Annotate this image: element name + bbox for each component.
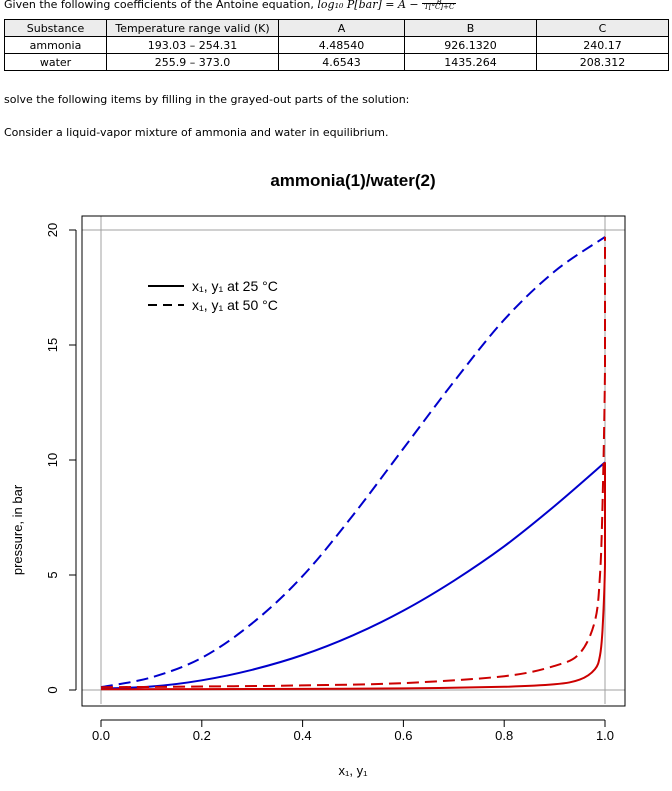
data-curves <box>100 236 607 691</box>
intro-line: Given the following coefficients of the … <box>4 0 457 11</box>
y-tick-label: 15 <box>45 338 60 352</box>
legend-label: x₁, y₁ at 50 °C <box>192 297 278 313</box>
equation-numerator: B <box>422 0 457 4</box>
equation-lhs: log₁₀ P[bar] = A − <box>317 0 419 11</box>
col-header-a: A <box>278 19 405 37</box>
x-axis-label: x₁, y₁ <box>339 763 369 778</box>
equation-denominator: T[°C]+C <box>424 3 455 11</box>
x-tick-label: 0.2 <box>193 728 211 743</box>
cell-b: 926.1320 <box>404 36 537 54</box>
cell-substance: ammonia <box>4 36 107 54</box>
antoine-equation: log₁₀ P[bar] = A − B T[°C]+C <box>317 0 457 11</box>
cell-a: 4.6543 <box>278 53 405 71</box>
legend-label: x₁, y₁ at 25 °C <box>192 278 278 294</box>
cell-temperature-range: 193.03 – 254.31 <box>106 36 279 54</box>
x-tick-label: 1.0 <box>596 728 614 743</box>
y-tick-label: 5 <box>45 571 60 578</box>
cell-c: 240.17 <box>536 36 669 54</box>
cell-a: 4.48540 <box>278 36 405 54</box>
equation-fraction: B T[°C]+C <box>422 0 457 11</box>
context-text: Consider a liquid-vapor mixture of ammon… <box>4 126 389 139</box>
chart-title: ammonia(1)/water(2) <box>270 171 435 190</box>
cell-substance: water <box>4 53 107 71</box>
col-header-temperature-range: Temperature range valid (K) <box>106 19 279 37</box>
series-bubble-25c <box>100 461 606 690</box>
y-axis: 0 5 10 15 20 <box>45 223 77 694</box>
chart-legend: x₁, y₁ at 25 °C x₁, y₁ at 50 °C <box>148 278 278 313</box>
plot-frame <box>81 215 626 707</box>
reference-lines <box>82 216 625 704</box>
vle-chart: ammonia(1)/water(2) 0.0 0.2 0.4 0.6 0.8 1.0 0… <box>10 171 626 778</box>
x-tick-label: 0.4 <box>294 728 312 743</box>
y-tick-label: 0 <box>45 686 60 693</box>
y-tick-label: 20 <box>45 223 60 237</box>
x-axis: 0.0 0.2 0.4 0.6 0.8 1.0 <box>92 719 614 743</box>
series-dew-50c <box>100 236 607 689</box>
x-tick-label: 0.8 <box>495 728 513 743</box>
y-tick-label: 10 <box>45 453 60 467</box>
col-header-b: B <box>404 19 537 37</box>
cell-c: 208.312 <box>536 53 669 71</box>
table-header-row: Substance Temperature range valid (K) A … <box>4 19 669 37</box>
table-row: ammonia 193.03 – 254.31 4.48540 926.1320… <box>4 36 669 54</box>
series-bubble-50c <box>100 236 606 689</box>
col-header-substance: Substance <box>4 19 107 37</box>
antoine-coefficients-table: Substance Temperature range valid (K) A … <box>4 19 669 71</box>
instructions-text: solve the following items by filling in … <box>4 93 410 106</box>
cell-b: 1435.264 <box>404 53 537 71</box>
col-header-c: C <box>536 19 669 37</box>
intro-text: Given the following coefficients of the … <box>4 0 314 11</box>
x-tick-label: 0.6 <box>394 728 412 743</box>
y-axis-label: pressure, in bar <box>10 484 25 575</box>
x-tick-label: 0.0 <box>92 728 110 743</box>
cell-temperature-range: 255.9 – 373.0 <box>106 53 279 71</box>
series-dew-25c <box>100 462 607 691</box>
table-row: water 255.9 – 373.0 4.6543 1435.264 208.… <box>4 53 669 71</box>
